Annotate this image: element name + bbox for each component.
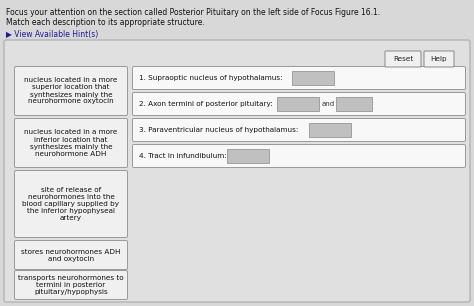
FancyBboxPatch shape bbox=[424, 51, 454, 67]
FancyBboxPatch shape bbox=[4, 40, 470, 302]
Text: Focus your attention on the section called Posterior Pituitary on the left side : Focus your attention on the section call… bbox=[6, 8, 380, 17]
FancyBboxPatch shape bbox=[15, 241, 128, 270]
Text: and: and bbox=[322, 101, 335, 107]
Text: Reset: Reset bbox=[393, 56, 413, 62]
FancyBboxPatch shape bbox=[336, 97, 372, 111]
FancyBboxPatch shape bbox=[292, 71, 334, 85]
Text: stores neurohormones ADH
and oxytocin: stores neurohormones ADH and oxytocin bbox=[21, 248, 121, 262]
Text: 2. Axon termini of posterior pituitary:: 2. Axon termini of posterior pituitary: bbox=[139, 101, 273, 107]
Text: site of release of
neurohormones into the
blood capillary supplied by
the inferi: site of release of neurohormones into th… bbox=[22, 187, 119, 221]
FancyBboxPatch shape bbox=[385, 51, 421, 67]
FancyBboxPatch shape bbox=[15, 170, 128, 237]
Text: 1. Supraoptic nucleus of hypothalamus:: 1. Supraoptic nucleus of hypothalamus: bbox=[139, 75, 283, 81]
FancyBboxPatch shape bbox=[133, 144, 465, 167]
Text: 3. Paraventricular nucleus of hypothalamus:: 3. Paraventricular nucleus of hypothalam… bbox=[139, 127, 298, 133]
Text: Match each description to its appropriate structure.: Match each description to its appropriat… bbox=[6, 18, 205, 27]
FancyBboxPatch shape bbox=[277, 97, 319, 111]
FancyBboxPatch shape bbox=[227, 149, 269, 163]
FancyBboxPatch shape bbox=[133, 118, 465, 141]
Text: nucleus located in a more
superior location that
synthesizes mainly the
neurohor: nucleus located in a more superior locat… bbox=[24, 77, 118, 105]
Text: ▶ View Available Hint(s): ▶ View Available Hint(s) bbox=[6, 30, 98, 39]
FancyBboxPatch shape bbox=[15, 66, 128, 115]
Text: nucleus located in a more
inferior location that
synthesizes mainly the
neurohor: nucleus located in a more inferior locat… bbox=[24, 129, 118, 156]
Text: transports neurohormones to
termini in posterior
pituitary/hypophysis: transports neurohormones to termini in p… bbox=[18, 275, 124, 295]
FancyBboxPatch shape bbox=[133, 66, 465, 89]
Text: 4. Tract in infundibulum:: 4. Tract in infundibulum: bbox=[139, 153, 227, 159]
Text: Help: Help bbox=[431, 56, 447, 62]
FancyBboxPatch shape bbox=[309, 123, 351, 137]
FancyBboxPatch shape bbox=[15, 271, 128, 300]
FancyBboxPatch shape bbox=[133, 92, 465, 115]
FancyBboxPatch shape bbox=[15, 118, 128, 167]
